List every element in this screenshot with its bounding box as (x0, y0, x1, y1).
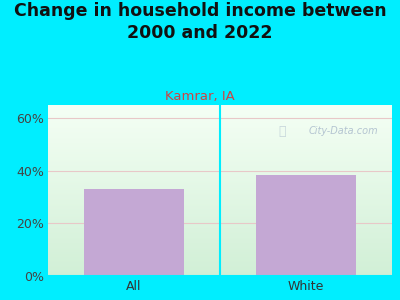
Bar (84, 189, 184, 276)
Text: City-Data.com: City-Data.com (309, 126, 378, 136)
Text: Change in household income between
2000 and 2022: Change in household income between 2000 … (14, 2, 386, 42)
Bar (256, 175, 356, 276)
Text: Kamrar, IA: Kamrar, IA (165, 90, 235, 103)
Text: ⦾: ⦾ (278, 125, 286, 138)
